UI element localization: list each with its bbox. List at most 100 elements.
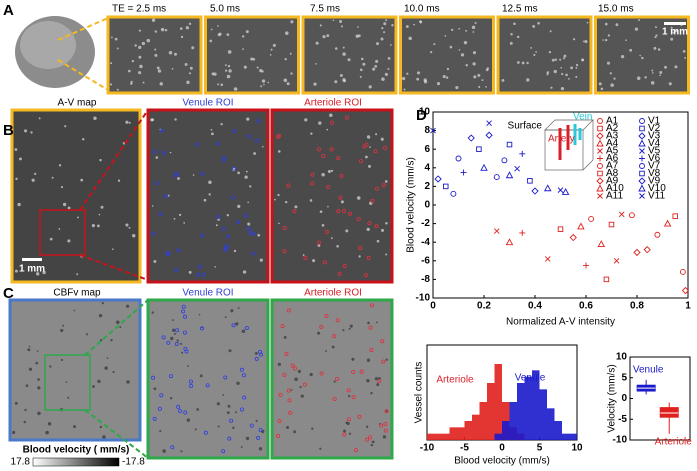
speckle	[14, 269, 18, 273]
roi-dot	[282, 226, 287, 231]
speckle	[641, 56, 644, 60]
speckle	[58, 228, 61, 230]
speckle	[169, 396, 173, 400]
roi-dot	[251, 231, 256, 236]
speckle	[405, 25, 409, 28]
speckle	[385, 410, 388, 413]
point	[480, 163, 488, 171]
x-tick-label: 10	[571, 443, 583, 454]
roi-dot	[196, 272, 201, 277]
legend-label: A8	[606, 168, 619, 179]
speckle	[159, 82, 163, 86]
roi-dot	[182, 330, 187, 335]
speckle	[333, 380, 336, 383]
speckle	[28, 367, 33, 371]
roi-dot	[200, 233, 205, 238]
histogram-bar	[479, 402, 487, 440]
legend-label: V4	[648, 138, 661, 149]
point	[443, 183, 449, 190]
speckle	[359, 75, 362, 78]
roi-dot	[242, 395, 247, 400]
x-tick-label: -5	[460, 443, 469, 454]
speckle	[546, 71, 550, 74]
speckle	[146, 38, 151, 43]
speckle	[289, 52, 292, 55]
roi-dot	[241, 373, 246, 378]
speckle	[49, 365, 52, 368]
inset-title: Surface	[508, 121, 543, 132]
speckle	[659, 71, 663, 74]
image-title: CBFv map	[53, 288, 101, 299]
speckle	[575, 66, 578, 69]
speckle	[226, 33, 230, 36]
speckle	[584, 39, 588, 44]
roi-dot	[176, 404, 181, 409]
point	[628, 212, 635, 219]
roi-dot	[319, 324, 324, 329]
speckle	[293, 430, 297, 434]
speckle	[134, 44, 137, 47]
speckle	[370, 443, 374, 447]
histogram-bar	[539, 389, 547, 440]
roi-dot	[153, 149, 158, 154]
speckle	[554, 58, 558, 61]
image-title: Arteriole ROI	[304, 288, 362, 299]
speckle	[138, 45, 142, 49]
speckle	[389, 44, 392, 46]
image-title: Venule ROI	[182, 98, 233, 109]
speckle	[322, 35, 326, 39]
speckle	[294, 377, 298, 381]
speckle	[380, 37, 384, 41]
speckle	[65, 381, 68, 383]
roi-dot	[255, 138, 260, 143]
speckle	[309, 199, 313, 202]
x-axis-label: Blood velocity (mm/s)	[454, 456, 550, 467]
histogram-bar	[502, 421, 510, 440]
roi-dot	[248, 231, 253, 236]
y-tick-label: 10	[419, 107, 431, 118]
speckle	[360, 57, 364, 61]
roi-dot	[332, 397, 337, 402]
speckle	[111, 248, 114, 251]
speckle	[458, 49, 461, 51]
speckle	[242, 48, 244, 51]
roi-dot	[258, 428, 263, 433]
speckle	[261, 79, 266, 83]
roi-dot	[221, 449, 226, 454]
scale-bar-label: 1 mm	[19, 264, 45, 275]
roi-dot	[183, 314, 188, 319]
speckle	[471, 25, 476, 30]
roi-dot	[223, 375, 228, 380]
image-border	[204, 15, 300, 95]
speckle	[319, 210, 323, 214]
speckle	[664, 65, 667, 69]
roi-dot	[367, 221, 372, 226]
image-border	[399, 15, 495, 95]
legend-label: A6	[606, 153, 619, 164]
legend-label: A11	[606, 191, 623, 202]
roi-dot	[317, 240, 322, 245]
speckle	[430, 51, 433, 54]
speckle	[284, 57, 287, 61]
speckle	[249, 185, 252, 188]
speckle	[211, 132, 214, 136]
roi-dot	[362, 144, 367, 149]
speckle	[267, 81, 270, 84]
speckle	[535, 51, 538, 53]
speckle	[23, 420, 27, 424]
speckle	[403, 88, 406, 91]
speckle	[179, 27, 183, 30]
speckle	[362, 62, 366, 66]
histogram-bar	[494, 433, 502, 440]
speckle	[560, 87, 565, 91]
speckle	[247, 222, 251, 226]
speckle	[138, 29, 142, 32]
roi-dot	[278, 392, 283, 397]
speckle	[217, 25, 219, 27]
roi-dot	[380, 339, 385, 344]
speckle	[294, 205, 298, 209]
speckle	[385, 222, 388, 225]
roi-dot	[151, 375, 156, 380]
speckle	[365, 155, 368, 159]
image-border	[270, 108, 394, 284]
